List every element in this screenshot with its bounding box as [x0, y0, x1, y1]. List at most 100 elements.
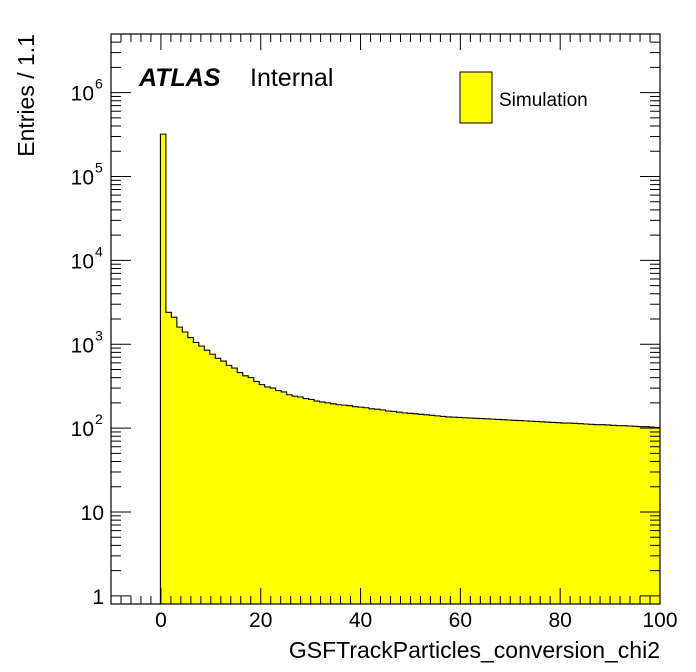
histogram-bar [511, 420, 518, 604]
histogram-bar [215, 358, 222, 604]
histogram-bar [456, 417, 463, 604]
histogram-bar [281, 391, 287, 604]
histogram-bar [445, 416, 452, 604]
histogram-bar [489, 419, 496, 604]
x-axis-title: GSFTrackParticles_conversion_chi2 [289, 637, 660, 663]
histogram-bar [292, 396, 298, 604]
histogram-bar [363, 407, 370, 604]
histogram-bar [423, 414, 430, 604]
histogram-bar [231, 368, 238, 604]
histogram-bar [500, 419, 507, 604]
histogram-bar [484, 418, 491, 604]
histogram-bar [572, 423, 578, 604]
histogram-bar [561, 423, 567, 604]
internal-label: Internal [250, 64, 333, 92]
histogram-bar [610, 425, 617, 604]
histogram-bar [577, 423, 584, 604]
histogram-bar [176, 327, 183, 604]
histogram-bar [643, 426, 650, 604]
histogram-bar [286, 394, 293, 604]
histogram-bar [418, 414, 425, 604]
histogram-bar [385, 411, 392, 604]
histogram-bar [248, 377, 255, 604]
histogram-bar [638, 426, 644, 604]
histogram-bar [407, 413, 414, 604]
histogram-bar [522, 420, 529, 604]
histogram-bar [451, 417, 458, 604]
histogram-bar [539, 421, 546, 604]
histogram-bar [467, 418, 474, 604]
histogram-bar [616, 425, 622, 604]
histogram-bar [429, 415, 436, 604]
histogram-outline [159, 133, 660, 604]
y-tick-label-exponent: 6 [95, 76, 103, 92]
histogram-bar [566, 423, 573, 604]
histogram-bar [193, 342, 200, 604]
y-tick-label-exponent: 4 [95, 243, 103, 259]
y-tick-label: 10 [81, 502, 104, 525]
histogram-bar [621, 425, 628, 604]
histogram-bar [330, 403, 337, 604]
histogram-bar [533, 421, 540, 604]
x-tick-label: 40 [349, 609, 372, 632]
histogram-bar [264, 386, 271, 604]
y-tick-label: 10 [71, 167, 94, 190]
y-tick-label: 10 [71, 83, 94, 106]
x-tick-label: 80 [549, 609, 572, 632]
histogram-bar [325, 402, 331, 604]
histogram-bars [159, 133, 661, 604]
histogram-bar [226, 365, 233, 604]
histogram-bar [220, 361, 227, 604]
histogram-bar [352, 406, 359, 604]
histogram-bar [341, 405, 348, 604]
histogram-bar [209, 354, 216, 604]
y-tick-label-exponent: 3 [95, 327, 103, 343]
x-axis: 0 20 40 60 80 100 [110, 34, 678, 632]
histogram-bar [380, 409, 386, 604]
x-tick-label: 0 [155, 609, 167, 632]
histogram-bar [627, 426, 633, 604]
histogram-bar [275, 390, 282, 604]
histogram-bar [550, 422, 556, 604]
histogram-bar [187, 337, 194, 604]
histogram-bar [297, 397, 304, 604]
histogram-bar [434, 415, 441, 604]
histogram-bar [555, 422, 562, 604]
x-tick-label: 100 [642, 609, 677, 632]
histogram-bar [204, 350, 211, 604]
histogram-bar [253, 381, 260, 604]
histogram-bar [237, 372, 244, 604]
histogram-bar [506, 419, 513, 604]
y-tick-label: 10 [71, 418, 94, 441]
histogram-bar [528, 421, 535, 604]
histogram-bar [544, 422, 551, 604]
histogram-bar [396, 412, 403, 604]
histogram-bar [495, 419, 502, 604]
y-tick-label: 10 [71, 334, 94, 357]
histogram-bar [374, 409, 381, 604]
y-tick-label: 10 [71, 250, 94, 273]
histogram-bar [182, 331, 189, 604]
histogram-bar [588, 424, 595, 604]
histogram-bar [171, 317, 178, 604]
histogram-bar [594, 424, 600, 604]
histogram-bar [242, 375, 249, 604]
histogram-bar [303, 398, 309, 604]
y-tick-label-exponent: 2 [95, 411, 103, 427]
legend-entry-simulation: Simulation [499, 90, 588, 111]
histogram-bar [336, 404, 342, 604]
histogram-bar [314, 401, 320, 604]
histogram-bar [632, 426, 639, 604]
histogram-bar [599, 424, 606, 604]
legend-swatch [459, 71, 493, 124]
histogram-bar [165, 312, 172, 604]
legend: Simulation [459, 71, 588, 124]
histogram-bar [160, 134, 167, 604]
y-axis-title: Entries / 1.1 [13, 34, 39, 157]
histogram-bar [583, 423, 589, 604]
y-tick-label: 1 [92, 586, 104, 609]
histogram-bar [462, 417, 469, 604]
histogram-bar [390, 411, 397, 604]
x-tick-label: 60 [449, 609, 472, 632]
